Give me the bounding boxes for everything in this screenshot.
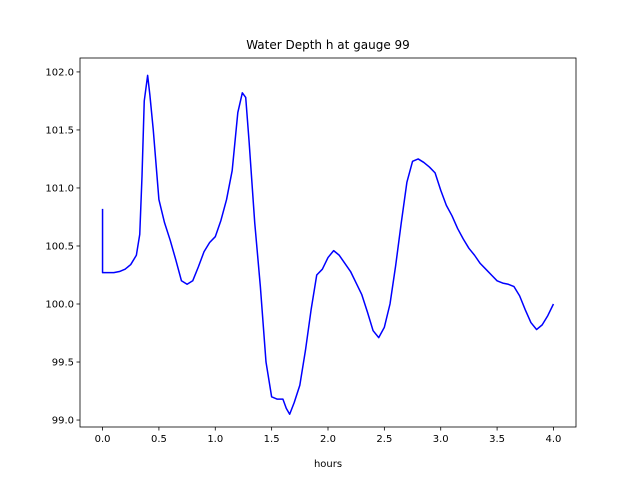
y-tick-label: 102.0: [45, 67, 74, 78]
x-tick-label: 3.0: [433, 434, 449, 445]
x-tick-label: 1.0: [207, 434, 223, 445]
series-line: [101, 74, 555, 415]
x-axis-ticks: 0.0 0.5 1.0 1.5 2.0 2.5 3.0 3.5 4.0: [95, 427, 562, 445]
y-tick-label: 99.5: [52, 358, 74, 369]
y-tick-label: 101.0: [45, 183, 74, 194]
x-tick-label: 3.5: [489, 434, 505, 445]
y-tick-label: 99.0: [52, 416, 74, 427]
x-tick-label: 1.5: [264, 434, 280, 445]
y-axis-ticks: 99.0 99.5 100.0 100.5 101.0 101.5 102.0: [45, 67, 80, 427]
x-tick-label: 2.5: [376, 434, 392, 445]
x-tick-label: 4.0: [546, 434, 562, 445]
x-tick-label: 2.0: [320, 434, 336, 445]
x-tick-label: 0.5: [151, 434, 167, 445]
y-tick-label: 100.0: [45, 300, 74, 311]
x-tick-label: 0.0: [95, 434, 111, 445]
chart-title: Water Depth h at gauge 99: [246, 38, 410, 52]
y-tick-label: 100.5: [45, 241, 74, 252]
y-tick-label: 101.5: [45, 125, 74, 136]
x-axis-label: hours: [314, 459, 342, 470]
